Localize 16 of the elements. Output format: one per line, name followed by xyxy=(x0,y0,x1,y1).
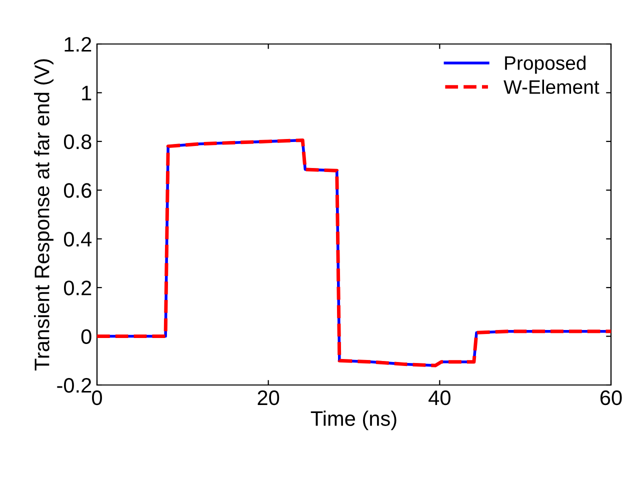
x-axis-title: Time (ns) xyxy=(310,410,396,430)
legend-label: W-Element xyxy=(504,80,600,94)
x-tick-label: 20 xyxy=(258,390,280,406)
y-tick-label: 0.2 xyxy=(64,280,92,296)
legend-label: Proposed xyxy=(505,56,586,74)
y-tick-label: -0.2 xyxy=(57,378,92,393)
y-tick-label: 0 xyxy=(81,329,92,344)
y-tick-label: 0.8 xyxy=(64,134,92,150)
y-tick-label: 0.4 xyxy=(64,232,92,247)
y-axis-title: Transient Response at far end (V) xyxy=(34,59,54,371)
x-tick-label: 60 xyxy=(600,390,622,406)
y-tick-label: 1 xyxy=(82,86,92,100)
y-tick-label: 1.2 xyxy=(64,37,92,52)
y-tick-label: 0.6 xyxy=(64,183,92,198)
x-tick-label: 0 xyxy=(92,390,102,406)
x-tick-label: 40 xyxy=(428,390,450,406)
